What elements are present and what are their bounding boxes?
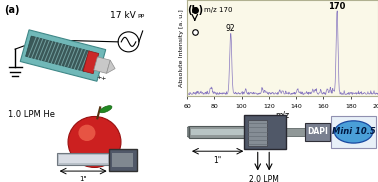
Text: m/z 170: m/z 170 bbox=[204, 7, 233, 13]
Ellipse shape bbox=[100, 106, 112, 113]
FancyBboxPatch shape bbox=[331, 116, 376, 148]
FancyBboxPatch shape bbox=[287, 128, 305, 136]
Text: +: + bbox=[97, 75, 101, 80]
Polygon shape bbox=[107, 60, 115, 73]
FancyBboxPatch shape bbox=[191, 128, 246, 135]
Text: 1": 1" bbox=[214, 156, 222, 165]
FancyBboxPatch shape bbox=[305, 123, 330, 141]
Circle shape bbox=[79, 125, 95, 141]
Text: +: + bbox=[100, 76, 105, 81]
Ellipse shape bbox=[335, 121, 373, 143]
FancyBboxPatch shape bbox=[244, 115, 287, 149]
Text: 17 kV: 17 kV bbox=[110, 11, 135, 20]
Text: Mini 10.5: Mini 10.5 bbox=[332, 127, 375, 136]
Polygon shape bbox=[180, 126, 189, 138]
FancyBboxPatch shape bbox=[109, 149, 137, 171]
Text: 1": 1" bbox=[79, 176, 87, 182]
Polygon shape bbox=[189, 126, 248, 138]
Text: (b): (b) bbox=[187, 5, 203, 15]
Text: 92: 92 bbox=[226, 24, 235, 33]
Polygon shape bbox=[20, 30, 106, 81]
Text: DAPI: DAPI bbox=[307, 127, 328, 136]
X-axis label: m/z: m/z bbox=[276, 110, 290, 120]
FancyBboxPatch shape bbox=[248, 120, 267, 146]
Text: -: - bbox=[104, 76, 105, 81]
Polygon shape bbox=[94, 57, 110, 73]
Polygon shape bbox=[83, 51, 99, 74]
Polygon shape bbox=[26, 36, 90, 71]
FancyBboxPatch shape bbox=[57, 153, 110, 165]
Y-axis label: Absolute Intensity [a. u.]: Absolute Intensity [a. u.] bbox=[179, 9, 184, 87]
Circle shape bbox=[68, 116, 121, 167]
FancyBboxPatch shape bbox=[59, 155, 108, 163]
Text: 2.0 LPM
Vacuum: 2.0 LPM Vacuum bbox=[248, 175, 279, 182]
Text: (a): (a) bbox=[4, 5, 19, 15]
Text: 170: 170 bbox=[328, 2, 346, 11]
FancyBboxPatch shape bbox=[113, 153, 133, 167]
Text: PP: PP bbox=[137, 14, 144, 19]
Text: -: - bbox=[100, 75, 102, 80]
Text: 1.0 LPM He: 1.0 LPM He bbox=[8, 110, 54, 119]
